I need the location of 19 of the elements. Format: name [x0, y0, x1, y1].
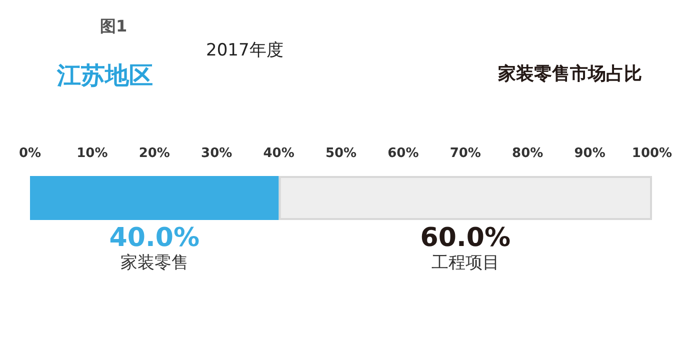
x-tick-label: 0%: [18, 146, 42, 161]
series-label: 家装零售: [120, 253, 188, 273]
x-tick-label: 20%: [138, 146, 170, 161]
series-label: 工程项目: [431, 253, 500, 273]
x-tick-label: 100%: [632, 146, 672, 161]
x-tick-label: 60%: [388, 146, 419, 161]
caption: 图1: [100, 16, 128, 36]
x-tick-label: 80%: [512, 146, 544, 161]
x-tick-label: 40%: [263, 146, 294, 161]
data-label: 40.0%: [109, 223, 200, 253]
text: 2017年度: [206, 40, 284, 60]
x-tick-label: 50%: [325, 146, 357, 161]
chart-title: 家装零售市场占比: [497, 64, 642, 84]
x-tick-label: 90%: [574, 146, 606, 161]
data-label: 60.0%: [420, 223, 510, 253]
chart-subtitle: 江苏地区: [56, 60, 153, 90]
x-tick-label: 70%: [450, 146, 481, 161]
x-tick-label: 30%: [201, 146, 232, 161]
x-tick-label: 10%: [76, 146, 108, 161]
